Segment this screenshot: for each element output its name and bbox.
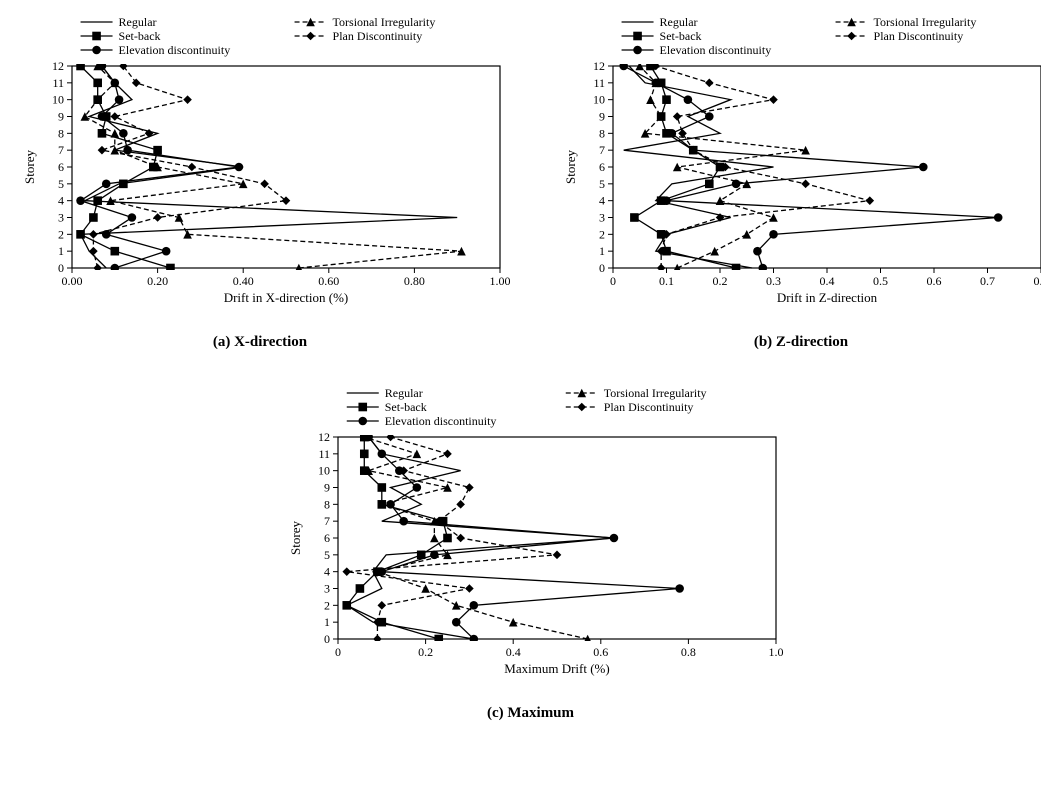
svg-text:2: 2 (324, 598, 330, 612)
svg-text:Storey: Storey (288, 521, 303, 555)
svg-text:7: 7 (599, 143, 605, 157)
svg-text:1: 1 (324, 615, 330, 629)
svg-text:Elevation discontinuity: Elevation discontinuity (119, 43, 231, 57)
svg-text:9: 9 (58, 110, 64, 124)
svg-text:8: 8 (324, 497, 330, 511)
svg-text:11: 11 (52, 76, 64, 90)
svg-text:8: 8 (599, 126, 605, 140)
svg-text:Torsional Irregularity: Torsional Irregularity (874, 15, 977, 29)
svg-text:Set-back: Set-back (384, 400, 426, 414)
caption-x: (a) X-direction (10, 334, 510, 351)
svg-text:Torsional Irregularity: Torsional Irregularity (603, 386, 706, 400)
svg-text:Elevation discontinuity: Elevation discontinuity (384, 414, 496, 428)
svg-text:3: 3 (324, 582, 330, 596)
svg-text:Drift in X-direction (%): Drift in X-direction (%) (224, 290, 349, 305)
svg-text:4: 4 (324, 565, 330, 579)
svg-text:0.60: 0.60 (318, 274, 339, 288)
svg-text:11: 11 (593, 76, 605, 90)
svg-text:7: 7 (324, 514, 330, 528)
svg-text:0.80: 0.80 (404, 274, 425, 288)
svg-text:Elevation discontinuity: Elevation discontinuity (660, 43, 772, 57)
svg-text:0: 0 (335, 645, 341, 659)
svg-text:3: 3 (599, 211, 605, 225)
svg-text:0: 0 (610, 274, 616, 288)
svg-text:Maximum Drift (%): Maximum Drift (%) (504, 661, 609, 676)
svg-text:Plan Discontinuity: Plan Discontinuity (603, 400, 693, 414)
svg-text:0.1: 0.1 (659, 274, 674, 288)
svg-text:Drift in Z-direction: Drift in Z-direction (777, 290, 878, 305)
svg-text:0: 0 (58, 261, 64, 275)
svg-text:12: 12 (52, 59, 64, 73)
svg-text:5: 5 (58, 177, 64, 191)
svg-text:Plan Discontinuity: Plan Discontinuity (333, 29, 423, 43)
panel-m: 00.20.40.60.81.00123456789101112Maximum … (276, 381, 786, 722)
svg-text:1.0: 1.0 (768, 645, 783, 659)
svg-text:0.2: 0.2 (713, 274, 728, 288)
svg-text:6: 6 (58, 160, 64, 174)
svg-text:10: 10 (52, 93, 64, 107)
svg-text:0.7: 0.7 (980, 274, 995, 288)
svg-text:12: 12 (318, 430, 330, 444)
svg-text:6: 6 (324, 531, 330, 545)
svg-text:1.00: 1.00 (490, 274, 511, 288)
svg-text:0: 0 (324, 632, 330, 646)
svg-text:7: 7 (58, 143, 64, 157)
chart-m: 00.20.40.60.81.00123456789101112Maximum … (276, 381, 786, 691)
chart-z: 00.10.20.30.40.50.60.70.8012345678910111… (551, 10, 1041, 320)
svg-text:0.2: 0.2 (418, 645, 433, 659)
svg-text:12: 12 (593, 59, 605, 73)
svg-text:0.8: 0.8 (680, 645, 695, 659)
panel-x: 0.000.200.400.600.801.000123456789101112… (10, 10, 510, 351)
svg-text:Plan Discontinuity: Plan Discontinuity (874, 29, 964, 43)
svg-text:5: 5 (599, 177, 605, 191)
svg-text:Storey: Storey (563, 150, 578, 184)
svg-text:9: 9 (599, 110, 605, 124)
svg-text:0.3: 0.3 (766, 274, 781, 288)
svg-text:0.8: 0.8 (1034, 274, 1041, 288)
svg-text:6: 6 (599, 160, 605, 174)
svg-text:0.40: 0.40 (233, 274, 254, 288)
svg-text:Set-back: Set-back (119, 29, 161, 43)
svg-text:10: 10 (318, 464, 330, 478)
svg-text:0.00: 0.00 (62, 274, 83, 288)
svg-text:Torsional Irregularity: Torsional Irregularity (333, 15, 436, 29)
caption-m: (c) Maximum (276, 705, 786, 722)
chart-x: 0.000.200.400.600.801.000123456789101112… (10, 10, 510, 320)
svg-text:Regular: Regular (384, 386, 422, 400)
svg-text:0.4: 0.4 (820, 274, 835, 288)
svg-text:0.6: 0.6 (927, 274, 942, 288)
svg-text:4: 4 (58, 194, 64, 208)
svg-text:0: 0 (599, 261, 605, 275)
svg-text:1: 1 (58, 244, 64, 258)
svg-text:11: 11 (318, 447, 330, 461)
svg-text:3: 3 (58, 211, 64, 225)
svg-text:Regular: Regular (660, 15, 698, 29)
svg-text:1: 1 (599, 244, 605, 258)
panel-z: 00.10.20.30.40.50.60.70.8012345678910111… (551, 10, 1041, 351)
svg-text:2: 2 (58, 227, 64, 241)
svg-text:Regular: Regular (119, 15, 157, 29)
svg-text:2: 2 (599, 227, 605, 241)
svg-text:4: 4 (599, 194, 605, 208)
svg-text:0.4: 0.4 (505, 645, 520, 659)
svg-text:8: 8 (58, 126, 64, 140)
caption-z: (b) Z-direction (551, 334, 1041, 351)
svg-text:5: 5 (324, 548, 330, 562)
svg-text:0.5: 0.5 (873, 274, 888, 288)
svg-text:0.6: 0.6 (593, 645, 608, 659)
svg-text:Storey: Storey (22, 150, 37, 184)
svg-text:0.20: 0.20 (147, 274, 168, 288)
svg-text:Set-back: Set-back (660, 29, 702, 43)
svg-text:10: 10 (593, 93, 605, 107)
svg-text:9: 9 (324, 481, 330, 495)
